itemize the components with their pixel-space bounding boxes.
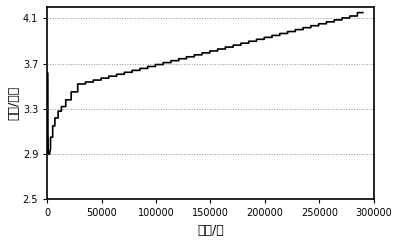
Y-axis label: 电压/伏特: 电压/伏特 [7, 86, 20, 120]
X-axis label: 时间/秒: 时间/秒 [197, 224, 224, 237]
